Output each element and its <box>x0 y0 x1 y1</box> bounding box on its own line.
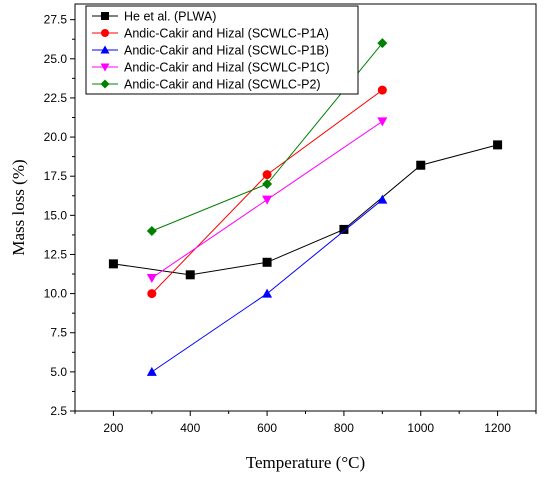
data-point <box>185 270 195 280</box>
data-point <box>262 170 272 180</box>
x-tick-label: 400 <box>180 421 200 435</box>
series-layer <box>108 38 503 376</box>
x-tick-label: 200 <box>103 421 123 435</box>
y-tick-label: 5.0 <box>50 365 67 379</box>
legend-item: Andic-Cakir and Hizal (SCWLC-P1A) <box>92 27 329 41</box>
y-tick-label: 22.5 <box>44 91 68 105</box>
y-tick-label: 17.5 <box>44 169 68 183</box>
series-2 <box>147 85 387 299</box>
legend-marker <box>101 12 109 20</box>
x-tick-label: 1200 <box>484 421 511 435</box>
series-1 <box>108 140 503 280</box>
data-point <box>146 225 157 236</box>
x-tick-label: 600 <box>257 421 277 435</box>
data-point <box>262 288 273 298</box>
legend-label: Andic-Cakir and Hizal (SCWLC-P1C) <box>124 61 330 75</box>
legend-marker <box>100 63 110 72</box>
data-point <box>416 160 426 170</box>
y-tick-label: 12.5 <box>44 247 68 261</box>
data-point <box>146 366 157 376</box>
data-point <box>377 85 387 95</box>
series-3 <box>146 194 388 376</box>
legend-marker <box>100 79 110 89</box>
legend-item: Andic-Cakir and Hizal (SCWLC-P2) <box>92 78 321 92</box>
legend-label: Andic-Cakir and Hizal (SCWLC-P2) <box>124 78 321 92</box>
data-point <box>146 273 157 283</box>
data-point <box>262 195 273 205</box>
y-tick-label: 10.0 <box>44 287 68 301</box>
data-point <box>377 38 388 49</box>
y-tick-label: 27.5 <box>44 13 68 27</box>
legend-box <box>85 5 359 95</box>
data-point <box>262 257 272 267</box>
y-tick-label: 15.0 <box>44 208 68 222</box>
legend-marker <box>101 29 109 37</box>
legend-label: Andic-Cakir and Hizal (SCWLC-P1B) <box>124 44 329 58</box>
legend-label: Andic-Cakir and Hizal (SCWLC-P1A) <box>124 27 329 41</box>
y-tick-label: 20.0 <box>44 130 68 144</box>
legend-item: Andic-Cakir and Hizal (SCWLC-P1B) <box>92 44 329 58</box>
x-axis-title: Temperature (°C) <box>246 453 365 472</box>
data-point <box>377 117 388 127</box>
x-tick-label: 1000 <box>407 421 434 435</box>
legend-item: Andic-Cakir and Hizal (SCWLC-P1C) <box>92 61 330 75</box>
series-line <box>113 144 498 276</box>
data-point <box>147 289 157 299</box>
y-axis-title: Mass loss (%) <box>9 159 28 255</box>
data-point <box>108 259 118 269</box>
data-point <box>339 224 349 234</box>
legend-item: He et al. (PLWA) <box>92 10 216 24</box>
y-axis: 2.5 5.0 7.5 10.0 12.5 15.0 17.5 20.0 22.5 25.0 27.… <box>44 13 75 418</box>
y-tick-label: 7.5 <box>50 326 67 340</box>
data-point <box>377 194 388 204</box>
x-tick-label: 800 <box>334 421 354 435</box>
series-4 <box>146 117 388 283</box>
legend-label: He et al. (PLWA) <box>124 10 216 24</box>
x-axis: 200 400 600 800 1000 1200 <box>74 411 537 435</box>
legend-marker <box>100 45 110 54</box>
y-tick-label: 25.0 <box>44 52 68 66</box>
y-tick-label: 2.5 <box>50 404 67 418</box>
data-point <box>493 140 503 150</box>
legend: He et al. (PLWA) Andic-Cakir and Hizal (S… <box>85 5 359 95</box>
data-point <box>262 179 273 190</box>
